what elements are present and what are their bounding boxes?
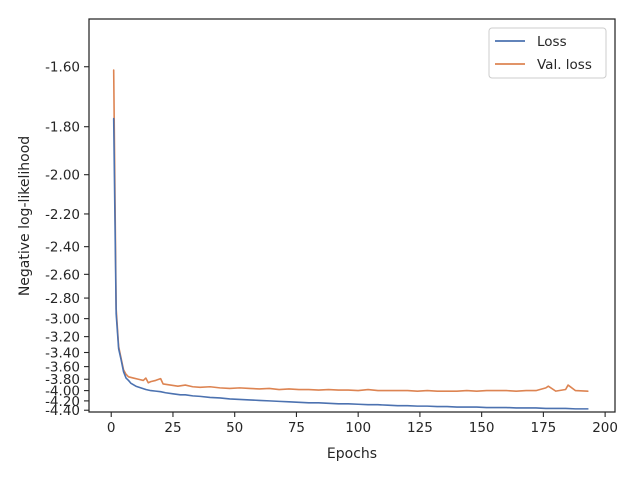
y-tick-label: -1.80 [45, 120, 80, 136]
x-tick-label: 175 [530, 420, 556, 436]
x-tick-label: 150 [469, 420, 495, 436]
x-tick-label: 75 [288, 420, 305, 436]
x-axis: 0 25 50 75 100 125 150 175 200 [107, 412, 618, 436]
y-tick-label: -2.40 [45, 240, 80, 256]
legend-label: Val. loss [537, 57, 592, 73]
x-tick-label: 100 [345, 420, 371, 436]
series-line-loss [112, 117, 589, 410]
legend-label: Loss [537, 34, 567, 50]
x-tick-label: 25 [164, 420, 181, 436]
x-tick-label: 200 [592, 420, 618, 436]
y-tick-label: -1.60 [45, 60, 80, 76]
y-tick-label: -4.00 [45, 384, 80, 400]
y-tick-label: -4.40 [45, 403, 80, 419]
x-tick-label: 50 [226, 420, 243, 436]
y-tick-label: -3.40 [45, 346, 80, 362]
y-tick-label: -2.80 [45, 291, 80, 307]
y-tick-label: -2.20 [45, 207, 80, 223]
y-tick-label: -3.80 [45, 372, 80, 388]
y-tick-label: -2.00 [45, 168, 80, 184]
series-layer [112, 69, 589, 410]
y-tick-label: -3.20 [45, 330, 80, 346]
y-tick-label: -4.20 [45, 394, 80, 410]
y-tick-label: -3.60 [45, 360, 80, 376]
x-axis-label: Epochs [327, 446, 377, 462]
legend: Loss Val. loss [488, 27, 607, 79]
x-tick-label: 0 [107, 420, 116, 436]
x-tick-label: 125 [407, 420, 433, 436]
y-axis: -1.60 -1.80 -2.00 -2.20 -2.40 -2.60 -2.80 -3.00… [45, 60, 89, 419]
y-tick-label: -3.00 [45, 312, 80, 328]
plot-frame [88, 18, 616, 413]
series-line-val-loss [112, 69, 589, 392]
y-axis-label: Negative log-likelihood [17, 136, 33, 296]
y-tick-label: -2.60 [45, 267, 80, 283]
